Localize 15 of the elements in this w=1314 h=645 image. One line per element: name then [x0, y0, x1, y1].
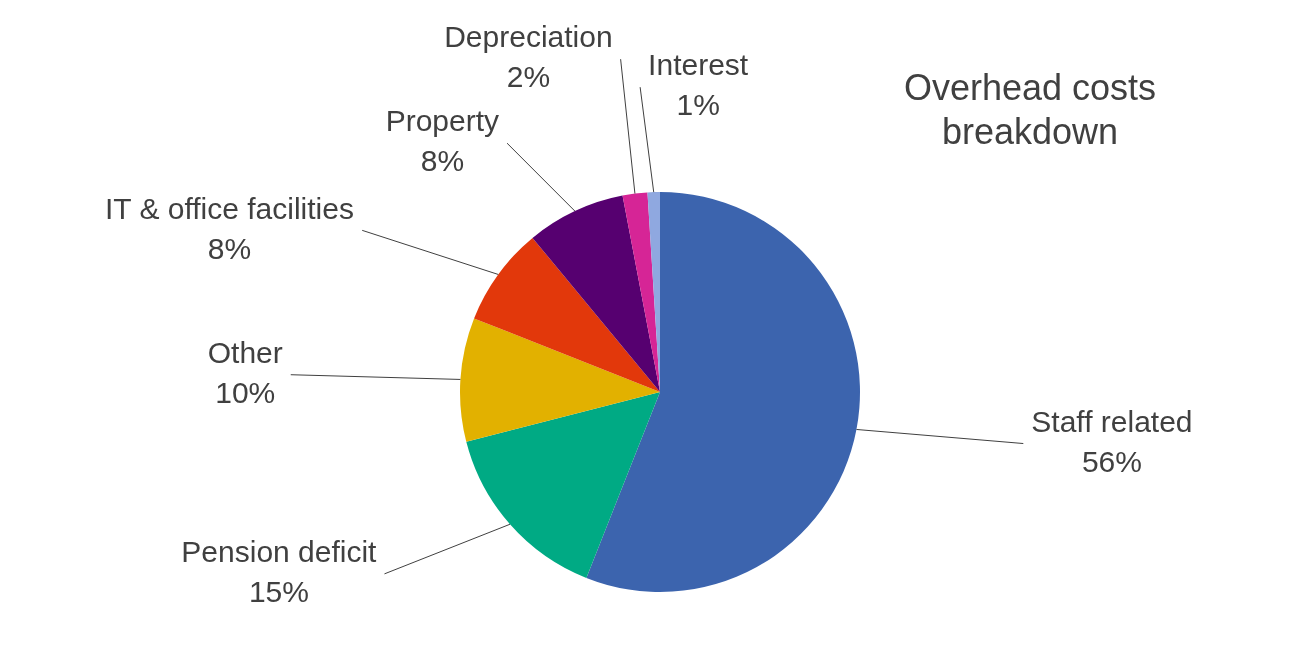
data-label: 8% — [207, 231, 252, 265]
data-label: 15% — [248, 575, 309, 609]
data-label: 8% — [420, 144, 465, 178]
slice-label: Property — [385, 104, 500, 138]
slice-label: Depreciation — [444, 20, 613, 54]
slice-label: Interest — [648, 48, 749, 82]
data-label: 10% — [215, 376, 276, 409]
slice-label: Staff related — [1031, 404, 1193, 438]
slice-label: Pension deficit — [181, 535, 378, 569]
data-label: 56% — [1081, 444, 1142, 478]
data-label: 2% — [506, 60, 551, 94]
text: Overhead costs breakdown — [903, 66, 1157, 152]
slice-label: Other — [207, 336, 283, 369]
slice-label: IT & office facilities — [104, 191, 354, 225]
data-label: 1% — [676, 88, 720, 122]
